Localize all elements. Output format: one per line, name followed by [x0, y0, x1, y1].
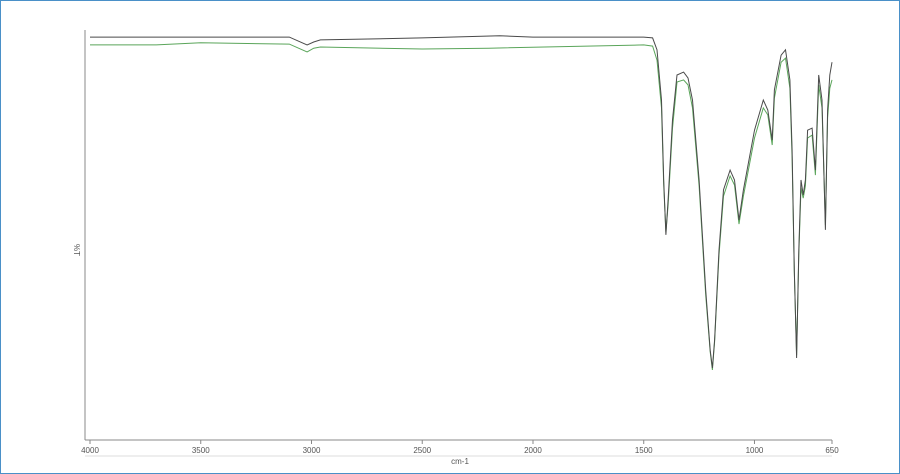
- spectrum-line: [90, 35, 833, 368]
- spectrum-line: [90, 42, 833, 371]
- x-axis-label: cm-1: [451, 457, 469, 466]
- x-tick-label: 3000: [303, 446, 321, 455]
- x-tick-label: 4000: [81, 446, 99, 455]
- x-tick-label: 1500: [635, 446, 653, 455]
- x-tick-label: 2000: [524, 446, 542, 455]
- y-axis-label: %T: [72, 244, 81, 256]
- x-tick-label: 650: [825, 446, 839, 455]
- x-tick-label: 2500: [413, 446, 431, 455]
- x-tick-label: 3500: [192, 446, 210, 455]
- x-tick-label: 1000: [746, 446, 764, 455]
